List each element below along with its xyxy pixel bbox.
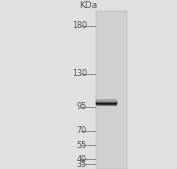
- Text: 70: 70: [77, 126, 87, 135]
- Text: 55: 55: [76, 141, 87, 150]
- Text: 95: 95: [76, 102, 87, 111]
- Text: KDa: KDa: [79, 1, 98, 9]
- FancyBboxPatch shape: [96, 11, 127, 169]
- Text: 40: 40: [77, 155, 87, 164]
- Text: 35: 35: [77, 160, 87, 169]
- Text: 180: 180: [72, 21, 87, 30]
- Text: 130: 130: [72, 69, 87, 78]
